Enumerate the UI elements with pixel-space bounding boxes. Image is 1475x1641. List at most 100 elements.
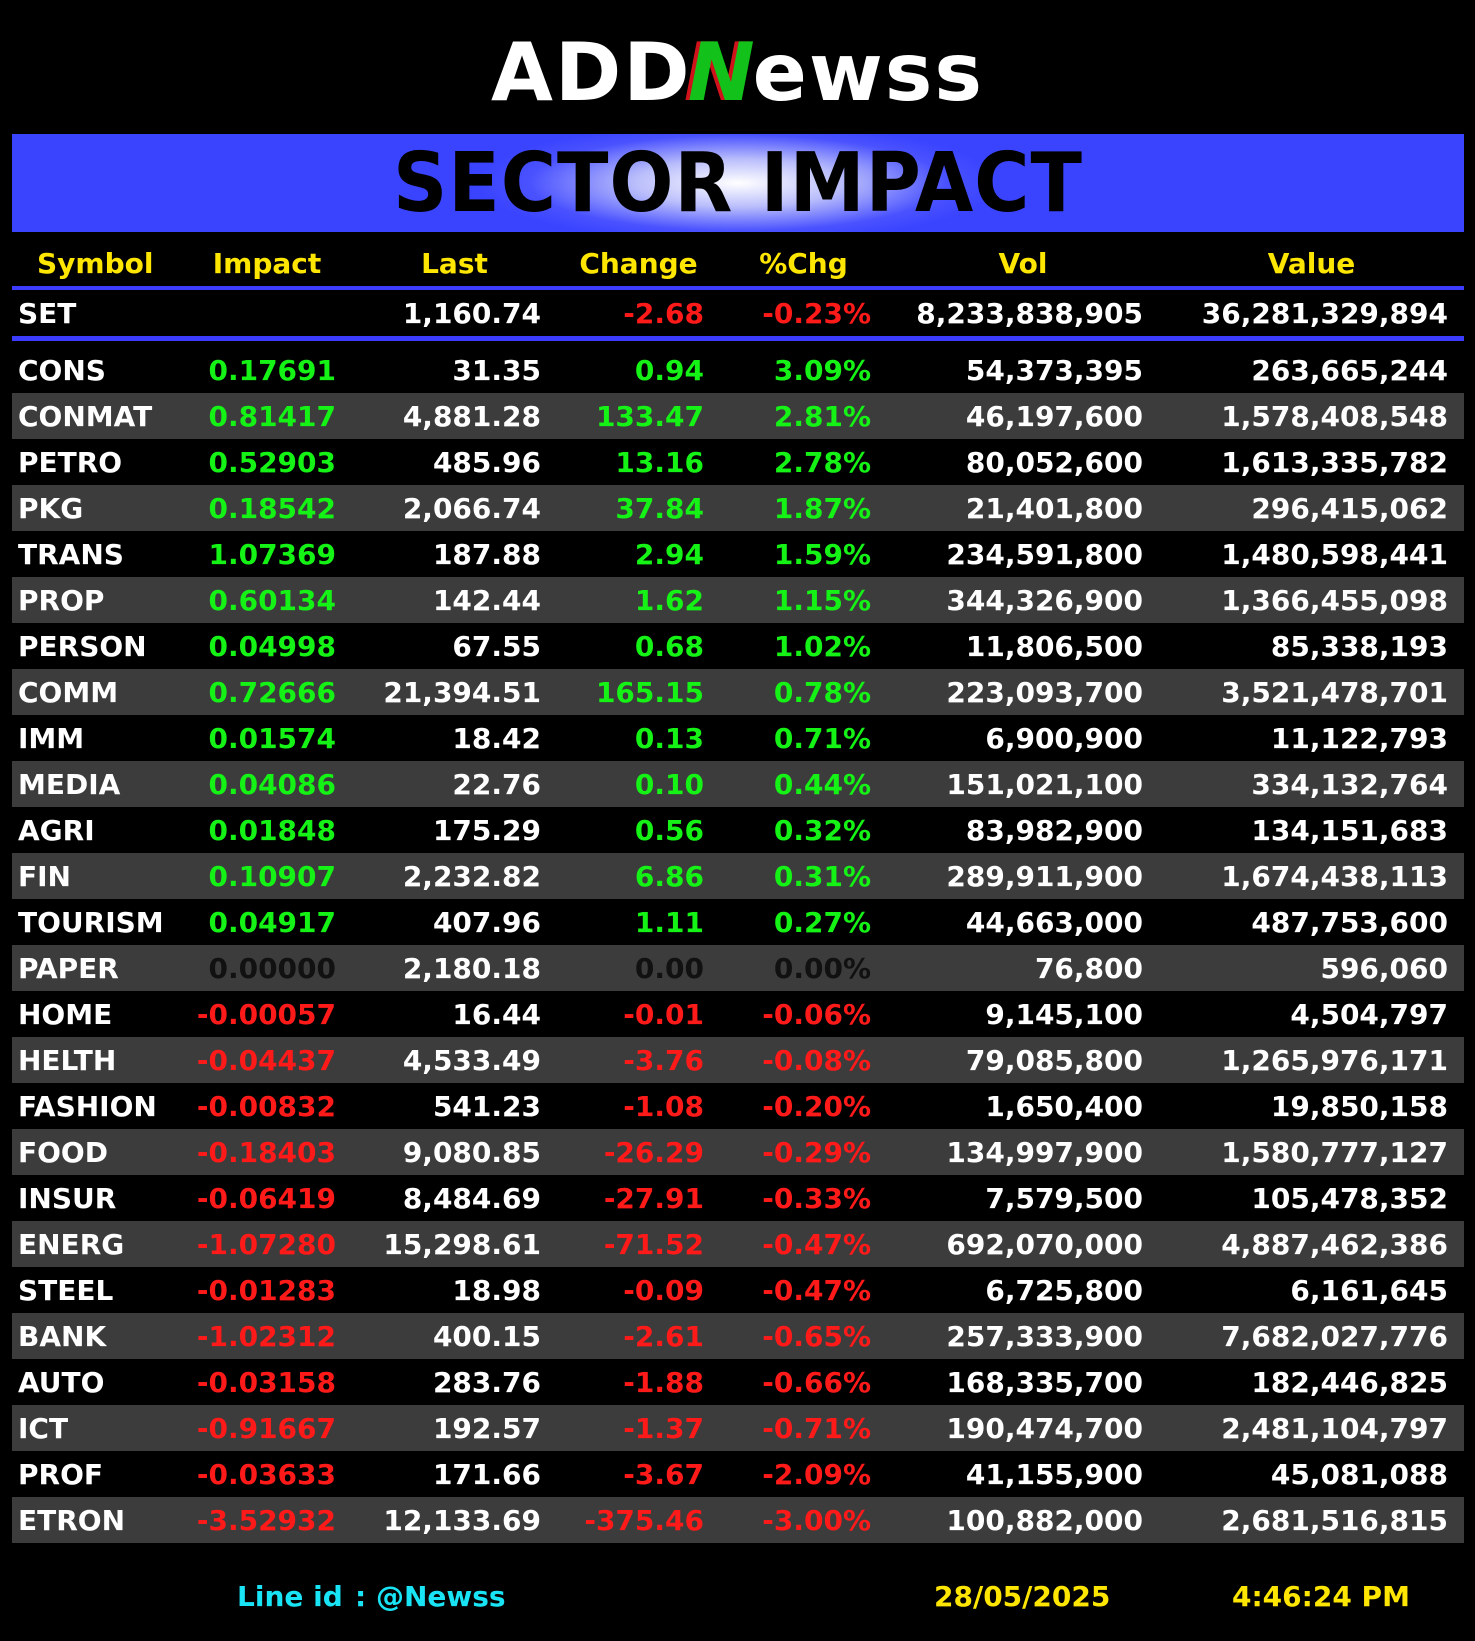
sector-value: 134,151,683 — [1251, 813, 1448, 847]
sector-impact-table: Symbol Impact Last Change %Chg Vol Value… — [12, 241, 1464, 1543]
sector-impact: -0.91667 — [196, 1411, 336, 1445]
sector-symbol: PETRO — [18, 445, 123, 479]
index-last: 1,160.74 — [402, 296, 541, 330]
sector-change: 133.47 — [595, 399, 704, 433]
sector-value: 85,338,193 — [1270, 629, 1448, 663]
sector-vol: 134,997,900 — [946, 1135, 1143, 1169]
sector-pct-change: -0.65% — [762, 1319, 871, 1353]
sector-value: 3,521,478,701 — [1221, 675, 1448, 709]
sector-pct-change: -0.71% — [762, 1411, 871, 1445]
sector-symbol: FASHION — [18, 1089, 157, 1123]
sector-impact: -3.52932 — [196, 1503, 336, 1537]
sector-last: 8,484.69 — [402, 1181, 541, 1215]
table-row: PETRO 0.52903 485.96 13.16 2.78% 80,052,600 1,… — [12, 439, 1464, 485]
sector-impact: -0.00832 — [196, 1089, 336, 1123]
sector-value: 263,665,244 — [1251, 353, 1448, 387]
table-row: CONMAT 0.81417 4,881.28 133.47 2.81% 46,197,6… — [12, 393, 1464, 439]
table-row: BANK -1.02312 400.15 -2.61 -0.65% 257,333,900… — [12, 1313, 1464, 1359]
sector-symbol: PKG — [18, 491, 84, 525]
table-row: PROF -0.03633 171.66 -3.67 -2.09% 41,155,900 4… — [12, 1451, 1464, 1497]
index-row-set: SET 1,160.74 -2.68 -0.23% 8,233,838,905 … — [12, 288, 1464, 339]
sector-impact: -0.06419 — [196, 1181, 336, 1215]
header-pct-change: %Chg — [759, 247, 848, 280]
sector-pct-change: 1.87% — [773, 491, 871, 525]
sector-value: 45,081,088 — [1270, 1457, 1448, 1491]
sector-last: 142.44 — [432, 583, 541, 617]
sector-impact: 0.60134 — [208, 583, 336, 617]
sector-change: 1.62 — [634, 583, 704, 617]
sector-value: 334,132,764 — [1251, 767, 1448, 801]
sector-change: -26.29 — [603, 1135, 704, 1169]
sector-vol: 54,373,395 — [965, 353, 1143, 387]
sector-impact: -0.01283 — [196, 1273, 336, 1307]
sector-pct-change: -0.06% — [762, 997, 871, 1031]
sector-last: 9,080.85 — [402, 1135, 541, 1169]
index-pct-change: -0.23% — [762, 296, 871, 330]
table-row: IMM 0.01574 18.42 0.13 0.71% 6,900,900 11,122,… — [12, 715, 1464, 761]
sector-pct-change: 3.09% — [773, 353, 871, 387]
sector-symbol: CONS — [18, 353, 106, 387]
sector-value: 6,161,645 — [1290, 1273, 1448, 1307]
sector-symbol: FIN — [18, 859, 71, 893]
page-title: SECTOR IMPACT — [393, 135, 1083, 231]
sector-vol: 6,900,900 — [985, 721, 1143, 755]
sector-impact: 0.00000 — [208, 951, 336, 985]
sector-value: 105,478,352 — [1251, 1181, 1448, 1215]
sector-pct-change: 0.00% — [773, 951, 871, 985]
sector-value: 7,682,027,776 — [1221, 1319, 1448, 1353]
sector-value: 487,753,600 — [1251, 905, 1448, 939]
sector-vol: 76,800 — [1034, 951, 1143, 985]
sector-vol: 190,474,700 — [946, 1411, 1143, 1445]
sector-change: 1.11 — [634, 905, 704, 939]
table-row: AGRI 0.01848 175.29 0.56 0.32% 83,982,900 134,… — [12, 807, 1464, 853]
sector-impact: 0.10907 — [208, 859, 336, 893]
sector-last: 18.42 — [452, 721, 541, 755]
sector-last: 12,133.69 — [383, 1503, 541, 1537]
line-id-value: : @Newss — [355, 1580, 506, 1613]
table-row: PKG 0.18542 2,066.74 37.84 1.87% 21,401,800 29… — [12, 485, 1464, 531]
table-row: PROP 0.60134 142.44 1.62 1.15% 344,326,900 1,3… — [12, 577, 1464, 623]
sector-change: 0.94 — [634, 353, 704, 387]
sector-last: 175.29 — [432, 813, 541, 847]
sector-change: 0.13 — [634, 721, 704, 755]
sector-last: 400.15 — [432, 1319, 541, 1353]
sector-last: 171.66 — [432, 1457, 541, 1491]
table-row: FOOD -0.18403 9,080.85 -26.29 -0.29% 134,997,… — [12, 1129, 1464, 1175]
table-row: STEEL -0.01283 18.98 -0.09 -0.47% 6,725,800 6,… — [12, 1267, 1464, 1313]
sector-vol: 100,882,000 — [946, 1503, 1143, 1537]
sector-change: -1.37 — [623, 1411, 704, 1445]
sector-change: 13.16 — [615, 445, 704, 479]
sector-last: 283.76 — [432, 1365, 541, 1399]
sector-change: -3.67 — [623, 1457, 704, 1491]
table-header-row: Symbol Impact Last Change %Chg Vol Value — [12, 241, 1464, 288]
header-last: Last — [421, 247, 488, 280]
sector-impact: -1.07280 — [196, 1227, 336, 1261]
table-row: FIN 0.10907 2,232.82 6.86 0.31% 289,911,900 1,… — [12, 853, 1464, 899]
sector-vol: 223,093,700 — [946, 675, 1143, 709]
sector-value: 2,681,516,815 — [1221, 1503, 1448, 1537]
header-change: Change — [579, 247, 698, 280]
sector-last: 18.98 — [452, 1273, 541, 1307]
sector-value: 4,504,797 — [1290, 997, 1448, 1031]
sector-last: 16.44 — [452, 997, 541, 1031]
sector-impact: 0.04917 — [208, 905, 336, 939]
sector-symbol: BANK — [18, 1319, 107, 1353]
sector-symbol: PERSON — [18, 629, 147, 663]
title-banner: SECTOR IMPACT — [12, 134, 1464, 232]
table-row: HOME -0.00057 16.44 -0.01 -0.06% 9,145,100 4,5… — [12, 991, 1464, 1037]
table-row: MEDIA 0.04086 22.76 0.10 0.44% 151,021,100 334… — [12, 761, 1464, 807]
sector-last: 4,881.28 — [402, 399, 541, 433]
index-value: 36,281,329,894 — [1201, 296, 1448, 330]
sector-symbol: FOOD — [18, 1135, 108, 1169]
sector-value: 19,850,158 — [1270, 1089, 1448, 1123]
table-row: PAPER 0.00000 2,180.18 0.00 0.00% 76,800 596,0… — [12, 945, 1464, 991]
sector-pct-change: -0.20% — [762, 1089, 871, 1123]
sector-change: -71.52 — [603, 1227, 704, 1261]
sector-symbol: TOURISM — [18, 905, 164, 939]
sector-last: 541.23 — [432, 1089, 541, 1123]
sector-symbol: STEEL — [18, 1273, 114, 1307]
logo-part-ewss: ewss — [752, 25, 985, 119]
sector-symbol: ICT — [18, 1411, 69, 1445]
table-row: ETRON -3.52932 12,133.69 -375.46 -3.00% 100,8… — [12, 1497, 1464, 1543]
